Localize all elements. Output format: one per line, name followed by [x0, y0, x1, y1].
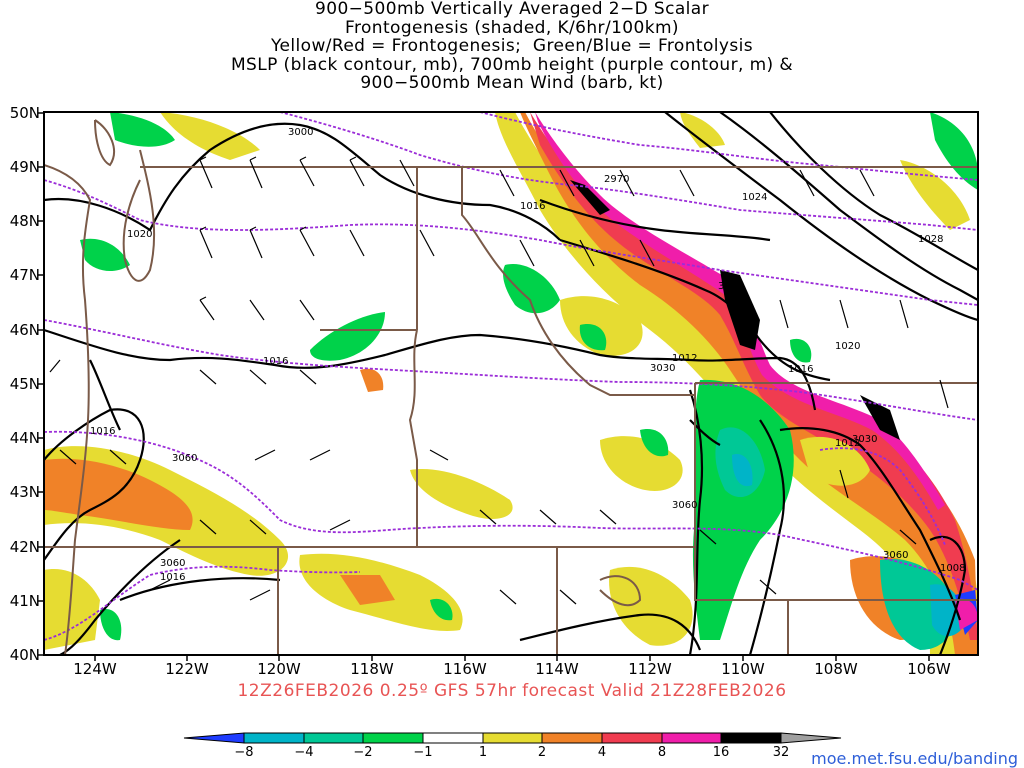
title-line-2: Frontogenesis (shaded, K/6hr/100km) [345, 17, 679, 38]
height-label-3030a: 3030 [650, 363, 675, 374]
mslp-label-1016a: 1016 [263, 356, 288, 367]
colorbar-label: −1 [413, 745, 433, 760]
mslp-label-1016b: 1016 [90, 426, 115, 437]
height-label-2970: 2970 [604, 174, 629, 185]
lon-label: 114W [535, 660, 579, 678]
mslp-label-1024: 1024 [742, 192, 767, 203]
source-credit-link[interactable]: moe.met.fsu.edu/banding [811, 749, 1018, 768]
colorbar-seg-lt-8 [183, 732, 245, 744]
colorbar-seg-gt-32 [780, 732, 842, 744]
lon-label: 122W [165, 660, 209, 678]
colorbar-label: −4 [294, 745, 314, 760]
colorbar-seg-2-4 [541, 732, 603, 744]
political-boundaries [44, 166, 978, 655]
lat-label: 40N [9, 646, 40, 664]
title-line-4: MSLP (black contour, mb), 700mb height (… [230, 54, 794, 75]
map-content: 1016 1016 1024 1020 1020 1028 1012 1016 … [44, 112, 978, 655]
colorbar-label: 4 [597, 745, 607, 760]
mslp-label-1028: 1028 [918, 234, 943, 245]
contour-labels: 1016 1016 1024 1020 1020 1028 1012 1016 … [90, 127, 965, 583]
colorbar-label: −8 [234, 745, 254, 760]
colorbar-label: −2 [353, 745, 373, 760]
lat-label: 42N [9, 538, 40, 556]
height-label-3060a: 3060 [172, 453, 197, 464]
lat-label: 41N [9, 592, 40, 610]
colorbar-seg-1-2 [482, 732, 543, 744]
lat-label: 43N [9, 483, 40, 501]
mslp-label-1020b: 1020 [835, 341, 860, 352]
colorbar-label: 16 [712, 745, 730, 760]
height-label-3000a: 3000 [288, 127, 313, 138]
lat-label: 45N [9, 375, 40, 393]
lon-label: 120W [257, 660, 301, 678]
title-line-3: Yellow/Red = Frontogenesis; Green/Blue =… [271, 36, 753, 57]
colorbar-seg-neg2-neg1 [362, 732, 424, 744]
height-label-3060c: 3060 [672, 500, 697, 511]
lat-label: 44N [9, 429, 40, 447]
height-contours [44, 112, 978, 641]
lon-label: 116W [443, 660, 487, 678]
forecast-valid-time: 12Z26FEB2026 0.25º GFS 57hr forecast Val… [237, 681, 787, 701]
colorbar-label: 2 [537, 745, 547, 760]
lat-label: 47N [9, 266, 40, 284]
title-line-5: 900−500mb Mean Wind (barb, kt) [360, 73, 664, 94]
colorbar-seg-neg1-1 [422, 732, 484, 744]
title-line-1: 900−500mb Vertically Averaged 2−D Scalar [315, 0, 709, 19]
lat-label: 50N [9, 104, 40, 122]
colorbar-label: 1 [478, 745, 488, 760]
coastline [44, 119, 642, 655]
lon-label: 106W [907, 660, 951, 678]
colorbar-label: 8 [657, 745, 667, 760]
wind-barbs [49, 156, 949, 605]
height-label-3060d: 3060 [883, 550, 908, 561]
colorbar-seg-4-8 [601, 732, 663, 744]
lon-label: 118W [350, 660, 394, 678]
mslp-label-1008: 1008 [940, 563, 965, 574]
mslp-label-1016c: 1016 [520, 201, 545, 212]
mslp-label-1020a: 1020 [127, 229, 152, 240]
colorbar-seg-16-32 [720, 732, 782, 744]
mslp-label-1012b: 1012 [835, 438, 860, 449]
colorbar-label: 32 [772, 745, 790, 760]
lon-label: 110W [721, 660, 765, 678]
lat-label: 49N [9, 158, 40, 176]
mslp-label-1016d: 1016 [788, 364, 813, 375]
lon-label: 124W [73, 660, 117, 678]
mslp-label-1016e: 1016 [160, 572, 185, 583]
height-label-3030b: 3030 [852, 434, 877, 445]
mslp-contours [44, 112, 978, 655]
height-label-3060b: 3060 [160, 558, 185, 569]
colorbar-seg-8-16 [661, 732, 722, 744]
axis-ticks [38, 112, 930, 661]
lat-label: 48N [9, 212, 40, 230]
chart-title: 900−500mb Vertically Averaged 2−D Scalar… [0, 0, 1024, 93]
mslp-label-1012a: 1012 [672, 353, 697, 364]
colorbar-seg-neg8-neg4 [243, 732, 305, 744]
lat-label: 46N [9, 321, 40, 339]
colorbar-seg-neg4-neg2 [303, 732, 364, 744]
height-label-3000b: 3000 [718, 281, 743, 292]
colorbar [183, 732, 842, 744]
lon-label: 112W [628, 660, 672, 678]
lon-label: 108W [814, 660, 858, 678]
